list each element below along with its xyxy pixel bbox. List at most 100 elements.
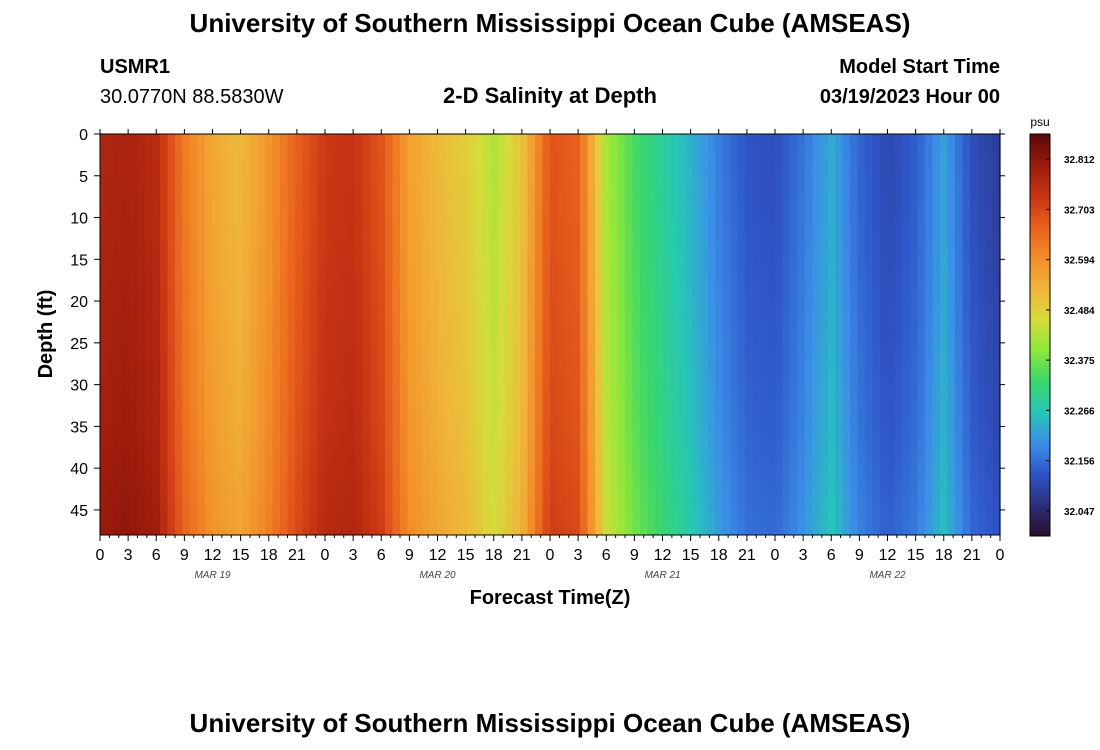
y-tick-label: 40: [70, 461, 88, 478]
heatmap-cell: [767, 134, 776, 535]
heatmap-cell: [842, 134, 851, 535]
heatmap-cell: [422, 134, 431, 535]
heatmap-cell: [475, 134, 484, 535]
date-label: MAR 19: [194, 570, 231, 581]
colorbar-tick-label: 32.594: [1064, 256, 1095, 267]
colorbar-tick-label: 32.266: [1064, 406, 1095, 417]
colorbar-tick-label: 32.156: [1064, 457, 1095, 468]
x-tick-label: 3: [574, 547, 583, 564]
x-tick-label: 12: [654, 547, 672, 564]
heatmap-cell: [820, 134, 829, 535]
heatmap-cell: [805, 134, 814, 535]
heatmap-cell: [632, 134, 641, 535]
heatmap-cell: [970, 134, 979, 535]
heatmap-cell: [617, 134, 626, 535]
heatmap-cell: [692, 134, 701, 535]
heatmap-cell: [917, 134, 926, 535]
heatmap-cell: [122, 134, 131, 535]
plot-title: 2-D Salinity at Depth: [443, 83, 657, 108]
heatmap-cell: [790, 134, 799, 535]
heatmap-cell: [775, 134, 784, 535]
heatmap-cell: [392, 134, 401, 535]
page-title: University of Southern Mississippi Ocean…: [189, 8, 911, 38]
heatmap-cell: [490, 134, 499, 535]
y-tick-label: 5: [79, 169, 88, 186]
heatmap-cell: [340, 134, 349, 535]
heatmap-cell: [992, 134, 1001, 535]
heatmap-cell: [850, 134, 859, 535]
x-tick-label: 6: [377, 547, 386, 564]
heatmap-cell: [962, 134, 971, 535]
x-tick-label: 6: [602, 547, 611, 564]
heatmap-cell: [145, 134, 154, 535]
heatmap-cell: [272, 134, 281, 535]
heatmap-cell: [940, 134, 949, 535]
heatmap-cell: [557, 134, 566, 535]
x-tick-label: 18: [260, 547, 278, 564]
x-tick-label: 0: [546, 547, 555, 564]
heatmap-cell: [257, 134, 266, 535]
heatmap-cell: [445, 134, 454, 535]
x-tick-label: 0: [771, 547, 780, 564]
heatmap-cell: [595, 134, 604, 535]
x-tick-label: 21: [513, 547, 531, 564]
date-labels: MAR 19 MAR 20 MAR 21 MAR 22: [194, 570, 906, 581]
heatmap-cell: [130, 134, 139, 535]
model-start-value: 03/19/2023 Hour 00: [819, 86, 1000, 108]
heatmap-cell: [242, 134, 251, 535]
y-tick-label: 0: [79, 127, 88, 144]
heatmap-cell: [752, 134, 761, 535]
heatmap-cell: [895, 134, 904, 535]
x-tick-label: 21: [963, 547, 981, 564]
heatmap-cell: [355, 134, 364, 535]
y-tick-label: 35: [70, 419, 88, 436]
x-tick-label: 18: [710, 547, 728, 564]
heatmap-cell: [550, 134, 559, 535]
x-tick-label: 21: [288, 547, 306, 564]
heatmap-cell: [872, 134, 881, 535]
heatmap-cell: [415, 134, 424, 535]
heatmap-cell: [325, 134, 334, 535]
heatmap-cell: [737, 134, 746, 535]
station-id: USMR1: [100, 56, 171, 78]
heatmap-cell: [685, 134, 694, 535]
x-tick-label: 15: [682, 547, 700, 564]
x-tick-label: 15: [457, 547, 475, 564]
station-coords: 30.0770N 88.5830W: [100, 86, 284, 108]
colorbar: [1029, 133, 1051, 537]
heatmap-cell: [452, 134, 461, 535]
heatmap-cell: [167, 134, 176, 535]
x-tick-label: 3: [799, 547, 808, 564]
heatmap-cell: [317, 134, 326, 535]
x-tick-label: 0: [96, 547, 105, 564]
heatmap-cell: [332, 134, 341, 535]
heatmap-cell: [542, 134, 551, 535]
heatmap-cell: [347, 134, 356, 535]
heatmap-cell: [505, 134, 514, 535]
colorbar-tick-label: 32.375: [1064, 356, 1095, 367]
heatmap-cell: [610, 134, 619, 535]
heatmap-cell: [370, 134, 379, 535]
heatmap-area: [100, 134, 1001, 535]
heatmap-cell: [602, 134, 611, 535]
heatmap-cell: [647, 134, 656, 535]
heatmap-cell: [700, 134, 709, 535]
x-axis: 0 3 6 9 12 15 18 21 0 3 6 9 12 15 18 21 0 3 6 9 12 15 18 21 0 3 6 9…: [96, 129, 1005, 564]
heatmap-cell: [212, 134, 221, 535]
heatmap-cell: [527, 134, 536, 535]
heatmap-cell: [362, 134, 371, 535]
model-start-label: Model Start Time: [839, 56, 1000, 78]
x-tick-label: 6: [152, 547, 161, 564]
y-tick-label: 20: [70, 294, 88, 311]
heatmap-cell: [407, 134, 416, 535]
heatmap-cell: [137, 134, 146, 535]
x-tick-label: 9: [630, 547, 639, 564]
heatmap-cell: [190, 134, 199, 535]
heatmap-cell: [437, 134, 446, 535]
heatmap-cell: [400, 134, 409, 535]
heatmap-cell: [205, 134, 214, 535]
heatmap-cell: [707, 134, 716, 535]
heatmap-cell: [100, 134, 109, 535]
colorbar-tick-label: 32.812: [1064, 155, 1095, 166]
x-tick-label: 9: [855, 547, 864, 564]
